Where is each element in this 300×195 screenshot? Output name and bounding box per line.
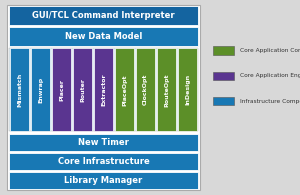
Text: Core Infrastructure: Core Infrastructure xyxy=(58,157,149,166)
Text: InDesign: InDesign xyxy=(185,74,190,105)
Text: Core Application Engines: Core Application Engines xyxy=(240,73,300,78)
Bar xyxy=(9,134,198,151)
Bar xyxy=(8,5,200,190)
Text: Infrastructure Components: Infrastructure Components xyxy=(240,99,300,104)
Bar xyxy=(94,48,113,131)
Text: New Data Model: New Data Model xyxy=(65,32,142,41)
Bar xyxy=(9,27,198,46)
Bar xyxy=(157,48,176,131)
Text: Router: Router xyxy=(80,78,85,102)
Bar xyxy=(213,97,234,105)
Bar xyxy=(10,48,29,131)
Text: Extractor: Extractor xyxy=(101,74,106,106)
Text: ClockOpt: ClockOpt xyxy=(143,74,148,105)
Text: New Timer: New Timer xyxy=(78,138,129,147)
Text: PlaceOpt: PlaceOpt xyxy=(122,74,127,105)
Text: Mismatch: Mismatch xyxy=(17,73,22,107)
Bar xyxy=(9,48,198,131)
Text: Placer: Placer xyxy=(59,79,64,101)
Bar xyxy=(178,48,197,131)
Text: Enwrap: Enwrap xyxy=(38,77,43,103)
Bar xyxy=(9,153,198,170)
Bar xyxy=(213,46,234,55)
Text: Core Application Commands: Core Application Commands xyxy=(240,48,300,53)
Bar xyxy=(115,48,134,131)
Text: Library Manager: Library Manager xyxy=(64,176,142,185)
Bar xyxy=(136,48,155,131)
Bar xyxy=(73,48,92,131)
Bar xyxy=(52,48,71,131)
Text: GUI/TCL Command Interpreter: GUI/TCL Command Interpreter xyxy=(32,11,175,20)
Bar xyxy=(9,172,198,189)
Text: RouteOpt: RouteOpt xyxy=(164,73,169,106)
Bar xyxy=(213,72,234,80)
Bar xyxy=(9,6,198,25)
Bar xyxy=(31,48,50,131)
